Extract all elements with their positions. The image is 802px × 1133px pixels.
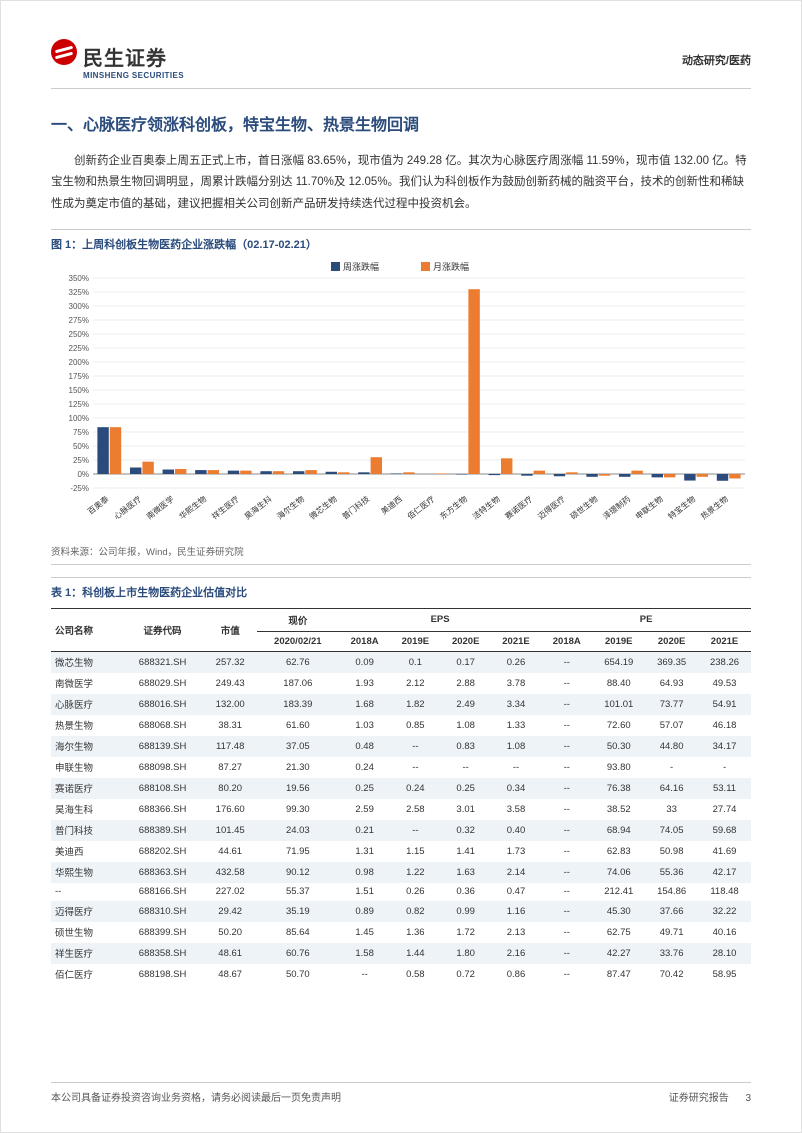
figure-title: 图 1：上周科创板生物医药企业涨跌幅（02.17-02.21） — [51, 229, 751, 252]
footer-report-type: 证券研究报告 — [669, 1093, 729, 1104]
logo-text-en: MINSHENG SECURITIES — [83, 71, 184, 80]
svg-text:美迪西: 美迪西 — [379, 493, 404, 516]
page-number: 3 — [745, 1093, 751, 1104]
table-row: --688166.SH227.0255.371.510.260.360.47--… — [51, 883, 751, 901]
svg-text:月涨跌幅: 月涨跌幅 — [433, 261, 469, 272]
page-footer: 本公司具备证券投资咨询业务资格，请务必阅读最后一页免责声明 证券研究报告 3 — [51, 1082, 751, 1104]
table-row: 海尔生物688139.SH117.4837.050.48--0.831.08--… — [51, 736, 751, 757]
svg-text:25%: 25% — [73, 456, 89, 465]
logo: 民生证券 MINSHENG SECURITIES — [51, 39, 184, 80]
table-row: 微芯生物688321.SH257.3262.760.090.10.170.26-… — [51, 651, 751, 673]
figure-source: 资料来源：公司年报，Wind，民生证券研究院 — [51, 544, 751, 565]
svg-text:热景生物: 热景生物 — [699, 493, 730, 521]
section-title: 一、心脉医疗领涨科创板，特宝生物、热景生物回调 — [51, 111, 751, 135]
svg-text:洁特生物: 洁特生物 — [470, 493, 501, 521]
svg-text:南微医学: 南微医学 — [144, 493, 175, 521]
table-row: 硕世生物688399.SH50.2085.641.451.361.722.13-… — [51, 922, 751, 943]
svg-text:泽璟制药: 泽璟制药 — [601, 493, 632, 521]
body-paragraph: 创新药企业百奥泰上周五正式上市，首日涨幅 83.65%，现市值为 249.28 … — [51, 151, 751, 215]
logo-icon — [51, 39, 77, 65]
svg-text:0%: 0% — [77, 470, 89, 479]
svg-text:周涨跌幅: 周涨跌幅 — [343, 261, 379, 272]
svg-text:海尔生物: 海尔生物 — [275, 493, 306, 521]
svg-text:275%: 275% — [69, 316, 89, 325]
svg-text:祥生医疗: 祥生医疗 — [210, 493, 241, 521]
svg-text:225%: 225% — [69, 344, 89, 353]
svg-text:200%: 200% — [69, 358, 89, 367]
svg-text:50%: 50% — [73, 442, 89, 451]
svg-text:申联生物: 申联生物 — [633, 493, 664, 521]
svg-text:300%: 300% — [69, 302, 89, 311]
bar-chart: -25% 0% 25% 50% 75% 100% 125% 150% 175% 200% 225% 2… — [51, 260, 751, 540]
table-row: 祥生医疗688358.SH48.6160.761.581.441.802.16-… — [51, 943, 751, 964]
svg-text:特宝生物: 特宝生物 — [666, 493, 697, 521]
table-row: 美迪西688202.SH44.6171.951.311.151.411.73--… — [51, 841, 751, 862]
table-row: 申联生物688098.SH87.2721.300.24--------93.80… — [51, 757, 751, 778]
table-row: 普门科技688389.SH101.4524.030.21--0.320.40--… — [51, 820, 751, 841]
svg-text:赛诺医疗: 赛诺医疗 — [503, 493, 534, 521]
svg-text:迈得医疗: 迈得医疗 — [536, 493, 567, 521]
svg-text:百奥泰: 百奥泰 — [85, 493, 110, 516]
svg-text:硕世生物: 硕世生物 — [568, 493, 599, 521]
svg-text:150%: 150% — [69, 386, 89, 395]
table-row: 迈得医疗688310.SH29.4235.190.890.820.991.16-… — [51, 901, 751, 922]
svg-text:175%: 175% — [69, 372, 89, 381]
svg-text:100%: 100% — [69, 414, 89, 423]
table-row: 华熙生物688363.SH432.5890.120.981.221.632.14… — [51, 862, 751, 883]
svg-text:125%: 125% — [69, 400, 89, 409]
footer-disclaimer: 本公司具备证券投资咨询业务资格，请务必阅读最后一页免责声明 — [51, 1089, 341, 1104]
svg-text:普门科技: 普门科技 — [340, 493, 371, 521]
svg-text:250%: 250% — [69, 330, 89, 339]
svg-text:佰仁医疗: 佰仁医疗 — [405, 493, 436, 521]
svg-text:东方生物: 东方生物 — [438, 493, 469, 521]
table-row: 热景生物688068.SH38.3161.601.030.851.081.33-… — [51, 715, 751, 736]
page-header: 民生证券 MINSHENG SECURITIES 动态研究/医药 — [51, 39, 751, 89]
table-row: 心脉医疗688016.SH132.00183.391.681.822.493.3… — [51, 694, 751, 715]
svg-text:心脉医疗: 心脉医疗 — [112, 493, 143, 521]
svg-text:325%: 325% — [69, 288, 89, 297]
table-row: 南微医学688029.SH249.43187.061.932.122.883.7… — [51, 673, 751, 694]
table-title: 表 1：科创板上市生物医药企业估值对比 — [51, 577, 751, 600]
svg-text:75%: 75% — [73, 428, 89, 437]
table-row: 佰仁医疗688198.SH48.6750.70--0.580.720.86--8… — [51, 964, 751, 985]
header-category: 动态研究/医药 — [682, 52, 751, 68]
svg-text:-25%: -25% — [70, 484, 89, 493]
table-row: 赛诺医疗688108.SH80.2019.560.250.240.250.34-… — [51, 778, 751, 799]
svg-text:350%: 350% — [69, 274, 89, 283]
svg-text:微芯生物: 微芯生物 — [307, 493, 338, 521]
svg-text:昊海生科: 昊海生科 — [242, 493, 273, 521]
table-row: 昊海生科688366.SH176.6099.302.592.583.013.58… — [51, 799, 751, 820]
valuation-table: 公司名称证券代码市值现价EPSPE2020/02/212018A2019E202… — [51, 608, 751, 985]
svg-text:华熙生物: 华熙生物 — [177, 493, 208, 521]
logo-text-cn: 民生证券 — [83, 42, 184, 71]
